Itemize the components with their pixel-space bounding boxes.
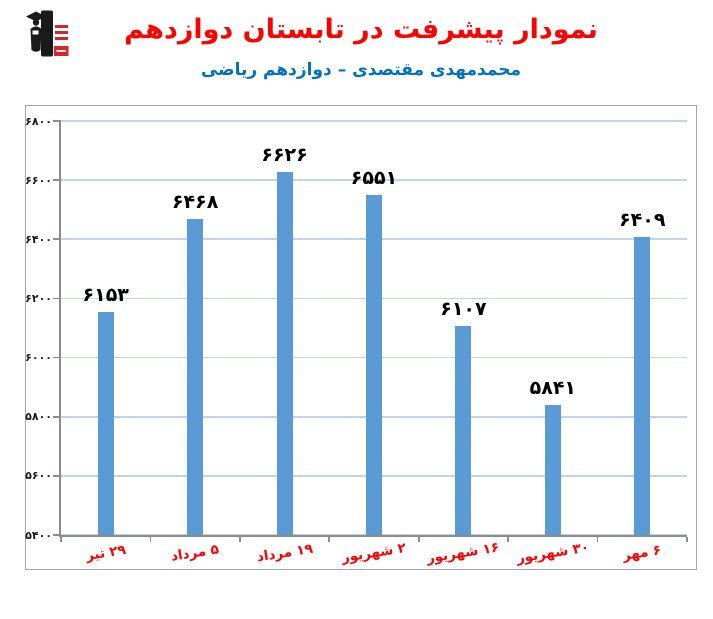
gridline	[61, 120, 687, 122]
gridline	[61, 179, 687, 181]
y-axis-label: ۵۸۰۰	[25, 410, 52, 424]
x-axis-tick	[686, 536, 688, 542]
x-axis-line	[61, 535, 687, 537]
y-axis-label: ۶۲۰۰	[25, 291, 52, 305]
bar-value-label: ۶۱۰۷	[440, 297, 487, 320]
x-axis-tick	[417, 536, 420, 542]
bar	[366, 194, 382, 535]
bar-value-label: ۶۴۶۸	[171, 191, 219, 214]
x-axis-label: ۱۹ مرداد	[255, 540, 314, 566]
x-axis-label: ۲ شهریور	[340, 540, 408, 566]
bar	[187, 219, 204, 535]
x-axis-tick	[328, 536, 331, 542]
y-axis-label: ۶۸۰۰	[25, 114, 52, 128]
x-axis-label: ۶ مهر	[621, 542, 663, 564]
y-axis-label: ۶۴۰۰	[25, 232, 52, 246]
bar-value-label: ۶۱۵۳	[82, 284, 129, 307]
y-axis-tick	[53, 356, 61, 359]
y-axis-tick	[53, 179, 61, 181]
bar-value-label: ۵۸۴۱	[529, 376, 577, 399]
bar-value-label: ۶۴۰۹	[619, 208, 666, 231]
y-axis-tick	[53, 415, 61, 418]
header: نمودار پیشرفت در تابستان دوازدهم محمدمهد…	[25, 0, 697, 81]
y-axis-label: ۶۶۰۰	[25, 173, 52, 187]
chart-title: نمودار پیشرفت در تابستان دوازدهم	[124, 14, 598, 45]
y-axis-tick	[53, 534, 61, 536]
y-axis-label: ۵۴۰۰	[25, 528, 52, 542]
y-axis-tick	[53, 120, 61, 122]
plot-area: ۵۴۰۰ ۵۶۰۰ ۵۸۰۰ ۶۰۰۰ ۶۲۰۰ ۶۴۰۰ ۶۶۰۰ ۶۸۰۰ ۶۱۵۳ ۲۹ ت…	[25, 106, 696, 569]
y-axis-label: ۵۶۰۰	[25, 469, 52, 483]
bar-value-label: ۶۵۵۱	[350, 166, 398, 189]
x-axis-label: ۲۹ تیر	[84, 541, 127, 565]
bar	[544, 404, 561, 535]
graduate-icon	[26, 10, 69, 57]
x-axis-tick	[239, 536, 241, 542]
x-axis-tick	[507, 536, 509, 542]
x-axis-tick	[596, 536, 599, 542]
x-axis-label: ۳۰ شهریور	[515, 539, 591, 567]
y-axis-label: ۶۰۰۰	[25, 351, 52, 365]
x-axis-label: ۵ مرداد	[169, 541, 221, 565]
y-axis-line	[59, 121, 61, 537]
chart-frame: ۵۴۰۰ ۵۶۰۰ ۵۸۰۰ ۶۰۰۰ ۶۲۰۰ ۶۴۰۰ ۶۶۰۰ ۶۸۰۰ ۶۱۵۳ ۲۹ ت…	[25, 105, 697, 570]
y-axis-tick	[53, 238, 61, 241]
gridline	[61, 534, 687, 536]
bar-value-label: ۶۶۲۶	[261, 144, 308, 167]
kanoon-logo	[24, 8, 70, 62]
bar	[276, 172, 293, 535]
bar	[634, 236, 651, 535]
x-axis-tick	[149, 536, 152, 542]
chart-subtitle: محمدمهدی مقتصدی – دوازدهم ریاضی	[200, 60, 522, 81]
y-axis-tick	[53, 475, 61, 477]
x-axis-tick	[60, 536, 62, 542]
bar	[97, 312, 114, 535]
y-axis-tick	[53, 297, 61, 300]
x-axis-label: ۱۶ شهریور	[425, 539, 501, 567]
bar	[455, 325, 472, 535]
